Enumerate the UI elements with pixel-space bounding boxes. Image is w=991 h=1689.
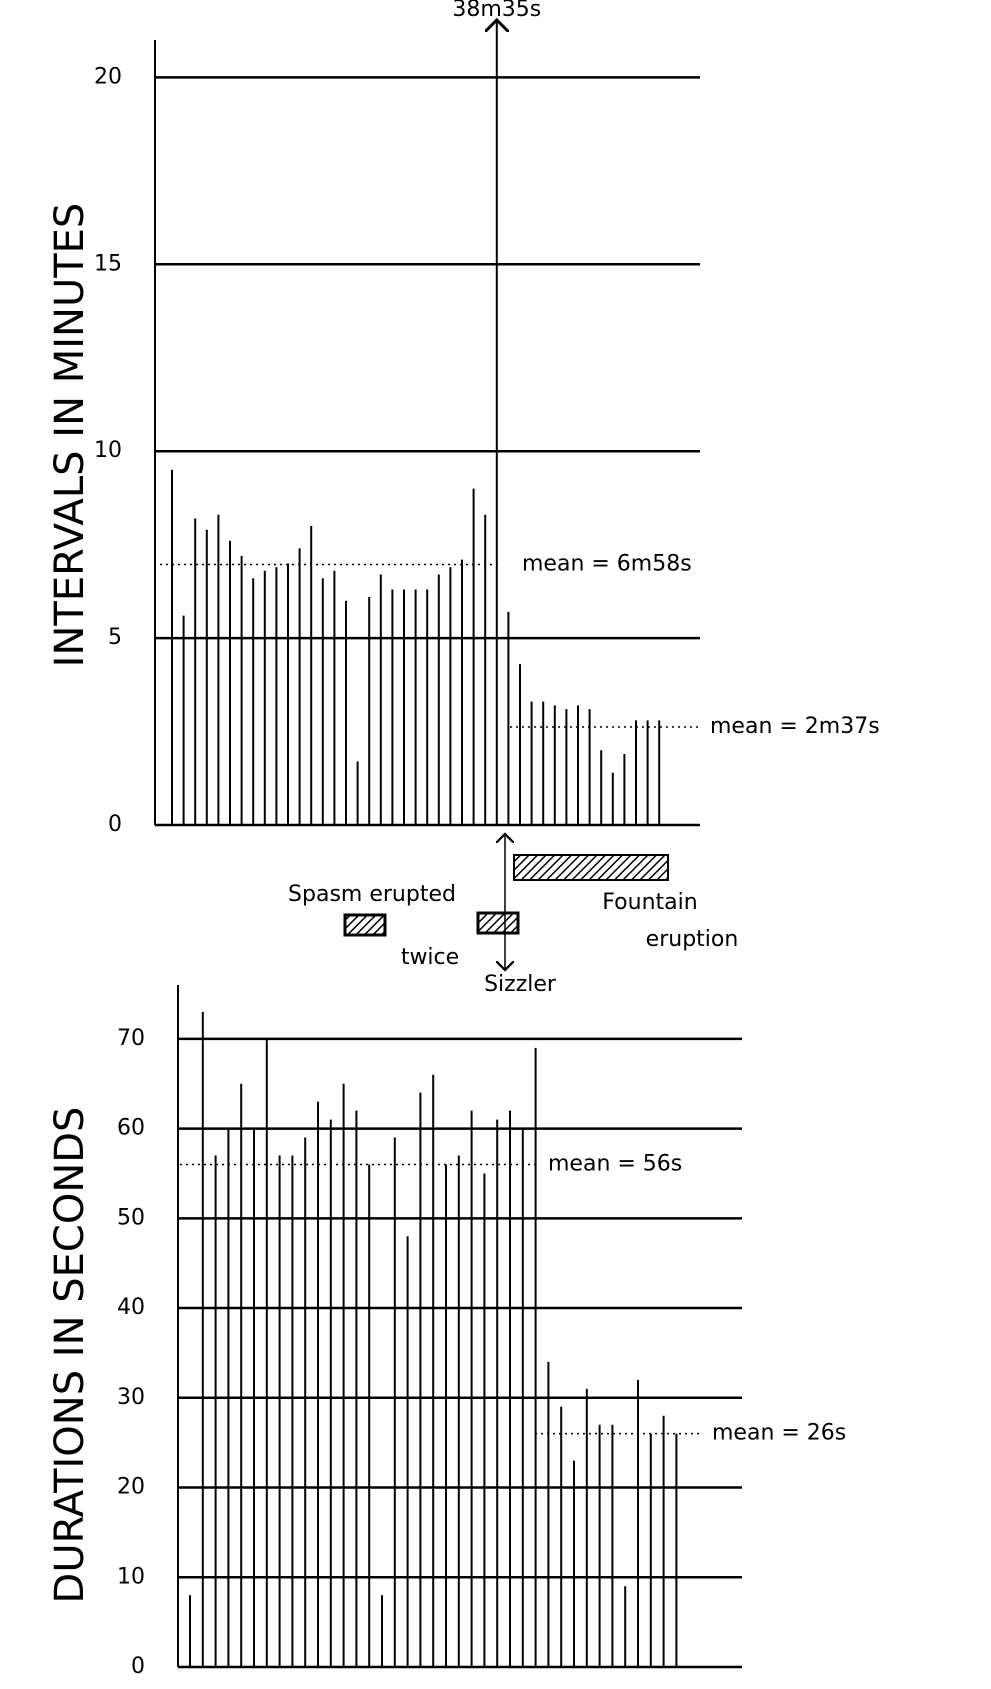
annotation: eruption xyxy=(646,927,739,952)
y-tick-label: 10 xyxy=(117,1564,145,1589)
sizzler-box xyxy=(476,911,520,935)
mean-label: mean = 56s xyxy=(548,1151,682,1176)
mean-label: mean = 26s xyxy=(712,1421,846,1446)
y-tick-label: 20 xyxy=(117,1475,145,1500)
annotation: Fountain xyxy=(602,890,697,915)
y-tick-label: 60 xyxy=(117,1116,145,1141)
y-axis-label: DURATIONS IN SECONDS xyxy=(47,1107,93,1604)
fountain-box xyxy=(513,854,669,881)
value-label: 38m35s xyxy=(452,0,541,22)
y-tick-label: 50 xyxy=(117,1205,145,1230)
spasm-box xyxy=(343,913,387,937)
y-tick-label: 10 xyxy=(94,438,122,463)
mean-label: mean = 2m37s xyxy=(710,714,880,739)
y-tick-label: 20 xyxy=(94,64,122,89)
y-tick-label: 5 xyxy=(108,625,122,650)
y-tick-label: 0 xyxy=(131,1654,145,1679)
y-tick-label: 0 xyxy=(108,812,122,837)
y-tick-label: 40 xyxy=(117,1295,145,1320)
annotation: twice xyxy=(401,945,459,970)
mean-label: mean = 6m58s xyxy=(522,551,692,576)
y-tick-label: 70 xyxy=(117,1026,145,1051)
y-axis-label: INTERVALS IN MINUTES xyxy=(47,203,93,668)
y-tick-label: 15 xyxy=(94,251,122,276)
annotation: Sizzler xyxy=(484,972,557,997)
y-tick-label: 30 xyxy=(117,1385,145,1410)
annotation: Spasm erupted xyxy=(288,882,456,907)
